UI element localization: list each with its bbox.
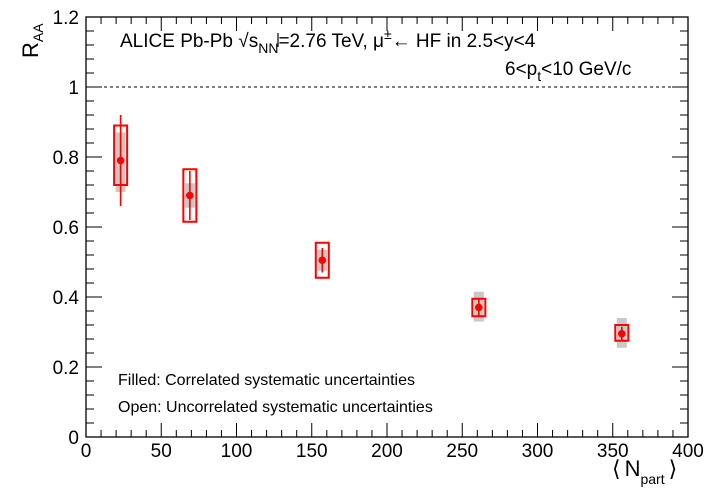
annotation-line-2: 6<pt<10 GeV/c bbox=[505, 59, 631, 84]
x-axis-label-right: ⟩ bbox=[669, 456, 678, 481]
x-tick-label: 200 bbox=[371, 441, 403, 462]
x-axis-label-sub: part bbox=[640, 471, 664, 487]
note-correlated: Filled: Correlated systematic uncertaint… bbox=[118, 372, 415, 389]
x-tick-label: 250 bbox=[446, 441, 478, 462]
x-tick-label: 0 bbox=[81, 441, 92, 462]
y-tick-label: 0 bbox=[68, 428, 79, 449]
annotation-pt: 6<p bbox=[505, 59, 537, 80]
x-tick-label: 100 bbox=[221, 441, 253, 462]
y-tick-label: 0.6 bbox=[53, 218, 79, 239]
y-tick-label: 0.4 bbox=[53, 288, 80, 309]
y-axis-label-main: R bbox=[18, 42, 43, 58]
y-axis-ticks: 0 0.2 0.4 0.6 0.8 1 1.2 bbox=[53, 8, 688, 449]
data-points bbox=[113, 115, 630, 348]
x-axis-label-main: N bbox=[625, 456, 641, 481]
data-marker bbox=[617, 329, 626, 338]
annotation-source: ← HF in 2.5<y<4 bbox=[392, 31, 536, 52]
x-tick-label: 50 bbox=[151, 441, 172, 462]
uncorrelated-syst-box bbox=[182, 168, 198, 223]
y-tick-label: 1.2 bbox=[53, 8, 79, 29]
annotation-s-sub: NN bbox=[258, 40, 278, 56]
annotation-pt-range: <10 GeV/c bbox=[541, 59, 631, 80]
x-tick-label: 400 bbox=[672, 441, 704, 462]
x-tick-label: 300 bbox=[522, 441, 554, 462]
x-tick-label: 150 bbox=[296, 441, 328, 462]
data-marker bbox=[116, 156, 125, 165]
x-axis-label-left: ⟨ bbox=[612, 456, 621, 481]
y-axis-label: RAA bbox=[18, 23, 46, 58]
data-marker bbox=[186, 191, 194, 200]
annotation-muon-sup: ± bbox=[384, 26, 392, 42]
data-marker bbox=[318, 256, 327, 265]
x-axis-label: ⟨ Npart ⟩ bbox=[612, 456, 677, 487]
data-marker bbox=[475, 303, 483, 312]
y-tick-label: 1 bbox=[68, 78, 79, 99]
x-axis-ticks: 0 50 100 150 200 250 300 350 400 bbox=[81, 17, 704, 462]
note-uncorrelated: Open: Uncorrelated systematic uncertaint… bbox=[118, 399, 433, 416]
y-tick-label: 0.2 bbox=[53, 358, 79, 379]
annotation-experiment: ALICE Pb-Pb bbox=[120, 31, 238, 52]
y-axis-label-sub: AA bbox=[30, 23, 46, 42]
x-tick-label: 350 bbox=[597, 441, 629, 462]
annotation-line-1: ALICE Pb-Pb √sNN=2.76 TeV, μ±← HF in 2.5… bbox=[120, 26, 536, 56]
annotation-energy: =2.76 TeV, μ bbox=[278, 31, 384, 52]
y-tick-label: 0.8 bbox=[53, 148, 79, 169]
annotation-s: s bbox=[249, 31, 259, 52]
uncorrelated-syst-box bbox=[314, 241, 330, 279]
annotation-sqrt-symbol: √ bbox=[238, 31, 249, 52]
annotation-pt-sub: t bbox=[537, 68, 541, 84]
